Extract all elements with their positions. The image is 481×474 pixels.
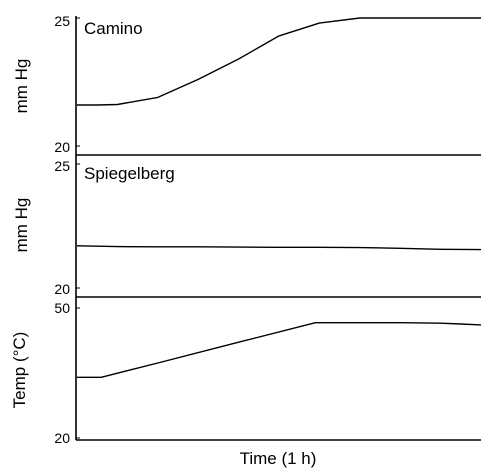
- panel-spiegelberg-y-tick-label-top: 25: [54, 158, 70, 174]
- panel-temperature-y-tick-label-bottom: 20: [54, 430, 70, 446]
- panel-spiegelberg-y-tick-label-bottom: 20: [54, 281, 70, 297]
- panel-camino-y-tick-label-top: 25: [54, 13, 70, 29]
- temperature-trace: [77, 322, 481, 378]
- spiegelberg-pressure-trace: [76, 245, 481, 251]
- panel-camino-label: Camino: [84, 19, 143, 38]
- panel-spiegelberg: Spiegelberg mm Hg 25 20: [12, 155, 481, 298]
- x-axis-title: Time (1 h): [240, 449, 317, 468]
- panel-temperature-y-axis-title: Temp (°C): [10, 332, 29, 409]
- panel-camino-y-tick-label-bottom: 20: [54, 139, 70, 155]
- panel-temperature-y-tick-label-top: 50: [54, 300, 70, 316]
- camino-pressure-trace: [77, 17, 481, 106]
- panel-camino: Camino mm Hg 25 20: [12, 13, 481, 156]
- panel-spiegelberg-label: Spiegelberg: [84, 164, 175, 183]
- panel-spiegelberg-y-axis-title: mm Hg: [12, 198, 31, 253]
- panel-camino-y-axis-title: mm Hg: [12, 59, 31, 114]
- panel-temperature: Temp (°C) 50 20 Time (1 h): [10, 297, 481, 468]
